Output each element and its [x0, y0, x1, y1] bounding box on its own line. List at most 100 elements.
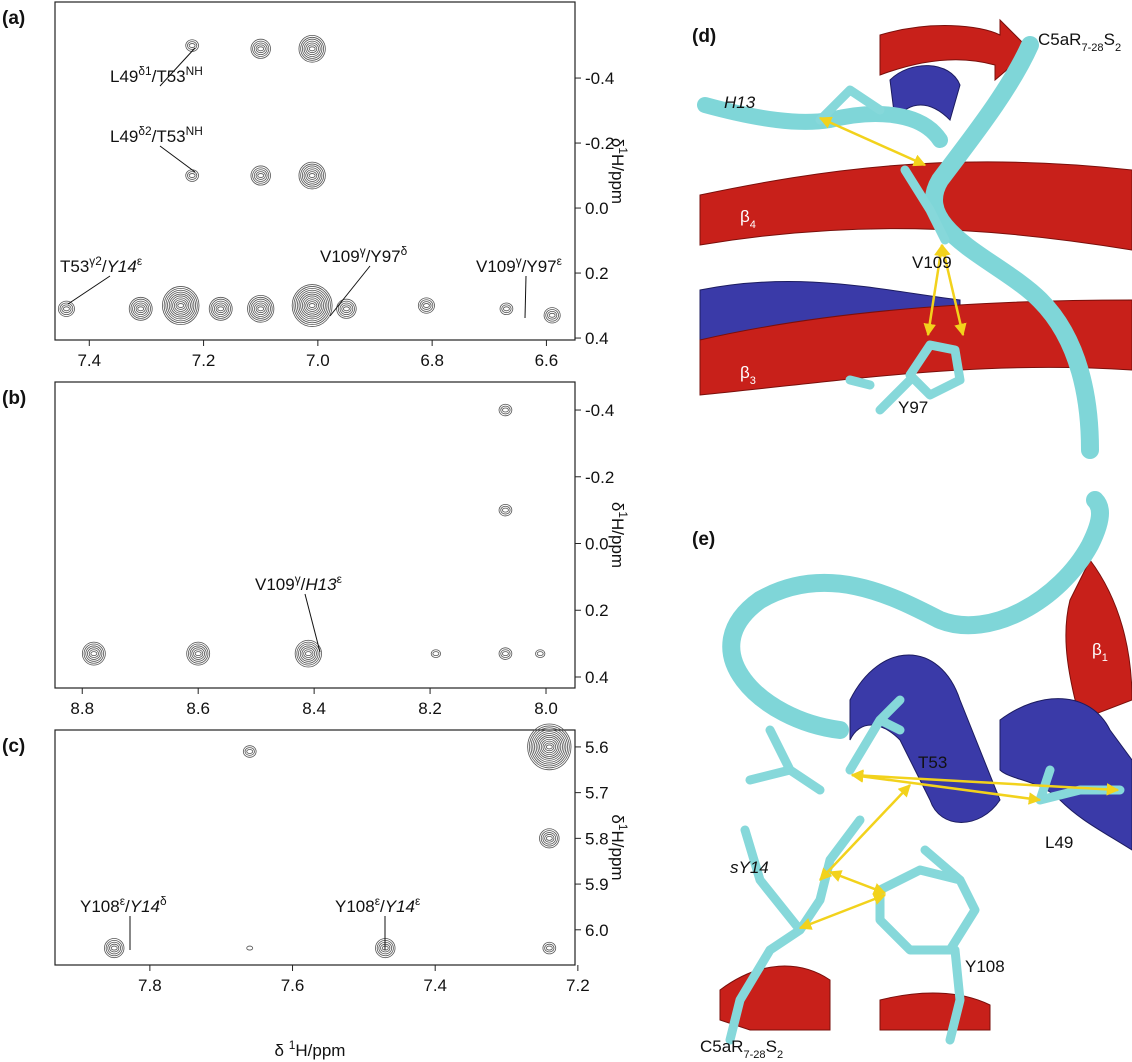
y-tick-label: 0.2 — [585, 601, 609, 620]
contour — [111, 946, 117, 950]
contour — [138, 307, 144, 311]
label-part: T53 — [60, 257, 89, 276]
y-axis-label: δ1H/ppm — [608, 814, 630, 880]
contour — [106, 940, 122, 955]
contour — [549, 313, 555, 317]
contour — [292, 285, 332, 327]
label-part: 7-28 — [743, 1049, 765, 1061]
label-part: Y108 — [335, 897, 375, 916]
contour — [218, 307, 224, 311]
leader-line — [525, 276, 526, 318]
contour — [304, 41, 320, 56]
contour — [337, 299, 357, 318]
y-tick-label: 5.7 — [585, 784, 609, 803]
x-axis-label: δ 1H/ppm — [275, 1038, 346, 1060]
contour — [546, 836, 552, 840]
peak — [499, 504, 512, 516]
contour — [343, 307, 349, 311]
contour — [251, 166, 271, 185]
contour — [91, 652, 97, 656]
y-tick-label: -0.2 — [585, 468, 614, 487]
peak — [499, 404, 512, 416]
contour — [213, 301, 229, 316]
x-tick-label: 7.0 — [306, 351, 330, 370]
contour — [423, 304, 429, 308]
label-part: H/ppm — [608, 154, 627, 204]
label-part: δ1 — [138, 64, 152, 78]
contour — [418, 298, 434, 313]
peak-annotation: V109γ/Y97ε — [476, 254, 563, 276]
contour — [540, 829, 560, 848]
panel-label: (e) — [692, 529, 715, 550]
label-part: S — [1104, 30, 1115, 49]
contour — [166, 290, 196, 321]
label-part: Y97 — [898, 398, 928, 417]
contour — [502, 652, 508, 656]
label-part: Y14 — [385, 897, 415, 916]
panel-label: (c) — [2, 736, 25, 757]
spectrum-panel: (c)7.87.67.47.25.65.75.85.96.0δ1H/ppmδ 1… — [2, 724, 630, 1060]
contour — [297, 290, 327, 321]
label-part: Y108 — [965, 957, 1005, 976]
peak — [543, 942, 556, 954]
label-part: β — [740, 207, 750, 226]
contour — [299, 644, 319, 663]
label-part: V109 — [912, 253, 952, 272]
residue-label: C5aR7-28S2 — [1038, 30, 1121, 54]
contour — [302, 296, 322, 315]
label-part: ε — [337, 572, 343, 586]
x-tick-label: 7.4 — [77, 351, 101, 370]
peak — [248, 295, 274, 322]
peak — [540, 829, 560, 848]
contour — [86, 646, 102, 661]
peak-annotation: L49δ1/T53NH — [110, 64, 203, 86]
contour — [541, 739, 557, 754]
y-tick-label: 0.4 — [585, 668, 609, 687]
peak — [500, 303, 513, 315]
y-tick-label: 0.0 — [585, 199, 609, 218]
contour — [189, 44, 195, 48]
contour — [302, 166, 322, 185]
contour — [188, 644, 208, 663]
peak-annotation: V109γ/Y97δ — [320, 244, 408, 266]
label-part: Y14 — [130, 897, 160, 916]
contour — [300, 646, 316, 661]
x-tick-label: 7.4 — [423, 976, 447, 995]
label-part: H/ppm — [608, 831, 627, 881]
y-tick-label: 5.8 — [585, 829, 609, 848]
peak — [431, 650, 440, 658]
label-part: V109 — [476, 257, 516, 276]
peak — [299, 35, 325, 62]
figure: (a)7.47.27.06.86.6-0.4-0.20.00.20.4δ1H/p… — [0, 0, 1132, 1062]
leader-line — [160, 146, 195, 172]
contour — [253, 41, 269, 56]
label-part: δ — [275, 1041, 289, 1060]
label-part: Y108 — [80, 897, 120, 916]
contour — [304, 298, 320, 313]
label-part: δ — [608, 138, 627, 147]
peak — [129, 297, 152, 320]
spectrum-panel: (b)8.88.68.48.28.0-0.4-0.20.00.20.4δ1H/p… — [2, 382, 630, 718]
label-part: δ — [608, 814, 627, 823]
contour — [211, 299, 231, 318]
y-tick-label: -0.4 — [585, 401, 614, 420]
contour — [309, 47, 315, 51]
label-part: L49 — [1045, 833, 1073, 852]
peak-annotation: V109γ/H13ε — [255, 572, 343, 594]
y-tick-label: 0.2 — [585, 264, 609, 283]
y-tick-label: 6.0 — [585, 921, 609, 940]
label-part: β — [740, 363, 750, 382]
peak-annotation: Y108ε/Y14δ — [80, 894, 167, 916]
contour — [309, 174, 315, 178]
peak — [251, 166, 271, 185]
label-part: NH — [186, 124, 203, 138]
peak — [544, 308, 560, 323]
plot-frame — [55, 730, 575, 965]
label-part: /T53 — [152, 127, 186, 146]
label-part: S — [766, 1037, 777, 1056]
label-part: /Y97 — [366, 247, 401, 266]
label-part: 2 — [1115, 42, 1121, 54]
structure-d-art — [700, 20, 1132, 450]
contour — [534, 732, 564, 763]
peak-annotation: T53γ2/Y14ε — [60, 254, 143, 276]
